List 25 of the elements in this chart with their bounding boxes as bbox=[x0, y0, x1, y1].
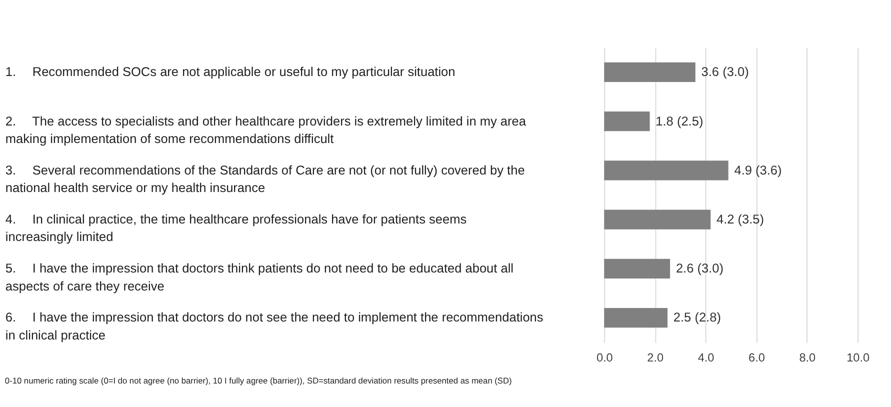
bar bbox=[604, 258, 670, 279]
data-label: 1.8 (2.5) bbox=[656, 113, 704, 128]
bar bbox=[604, 308, 668, 328]
y-tick-label: 4. In clinical practice, the time healthcare professionals have for patients seems increasingly limited bbox=[5, 211, 467, 244]
data-label: 2.6 (3.0) bbox=[676, 260, 724, 276]
data-label: 4.2 (3.5) bbox=[716, 211, 764, 226]
y-tick-label: 1. Recommended SOCs are not applicable or useful to my particular situation bbox=[5, 64, 456, 80]
y-tick-label: 2. The access to specialists and other healthcare providers is extremely limited in my area making implementation of some recommendations difficult bbox=[5, 113, 527, 146]
x-tick-label: 6.0 bbox=[748, 352, 766, 365]
bar bbox=[604, 210, 711, 230]
x-tick-label: 10.0 bbox=[846, 352, 870, 365]
y-tick-label: 5. I have the impression that doctors think patients do not need to be educated about all aspects of care they receive bbox=[5, 260, 514, 294]
x-tick-label: 0.0 bbox=[596, 352, 614, 365]
data-label: 3.6 (3.0) bbox=[701, 64, 749, 80]
y-tick-label: 3. Several recommendations of the Standards of Care are not (or not fully) covered by the national health service or my health insurance bbox=[5, 162, 525, 196]
data-label: 2.5 (2.8) bbox=[673, 310, 721, 325]
x-tick-label: 4.0 bbox=[698, 352, 715, 365]
x-tick-label: 8.0 bbox=[799, 352, 816, 365]
bar bbox=[604, 62, 696, 82]
bar bbox=[604, 160, 728, 180]
data-label: 4.9 (3.6) bbox=[734, 162, 782, 178]
bar bbox=[604, 112, 650, 132]
x-tick-label: 2.0 bbox=[647, 352, 664, 365]
y-tick-label: 6. I have the impression that doctors do not see the need to implement the recommendations in clinical practice bbox=[5, 310, 544, 342]
text: 0-10 numeric rating scale (0=I do not agree (no barrier), 10 I fully agree (barrier)), SD=standard deviation results presented as mean (SD) bbox=[4, 376, 512, 386]
